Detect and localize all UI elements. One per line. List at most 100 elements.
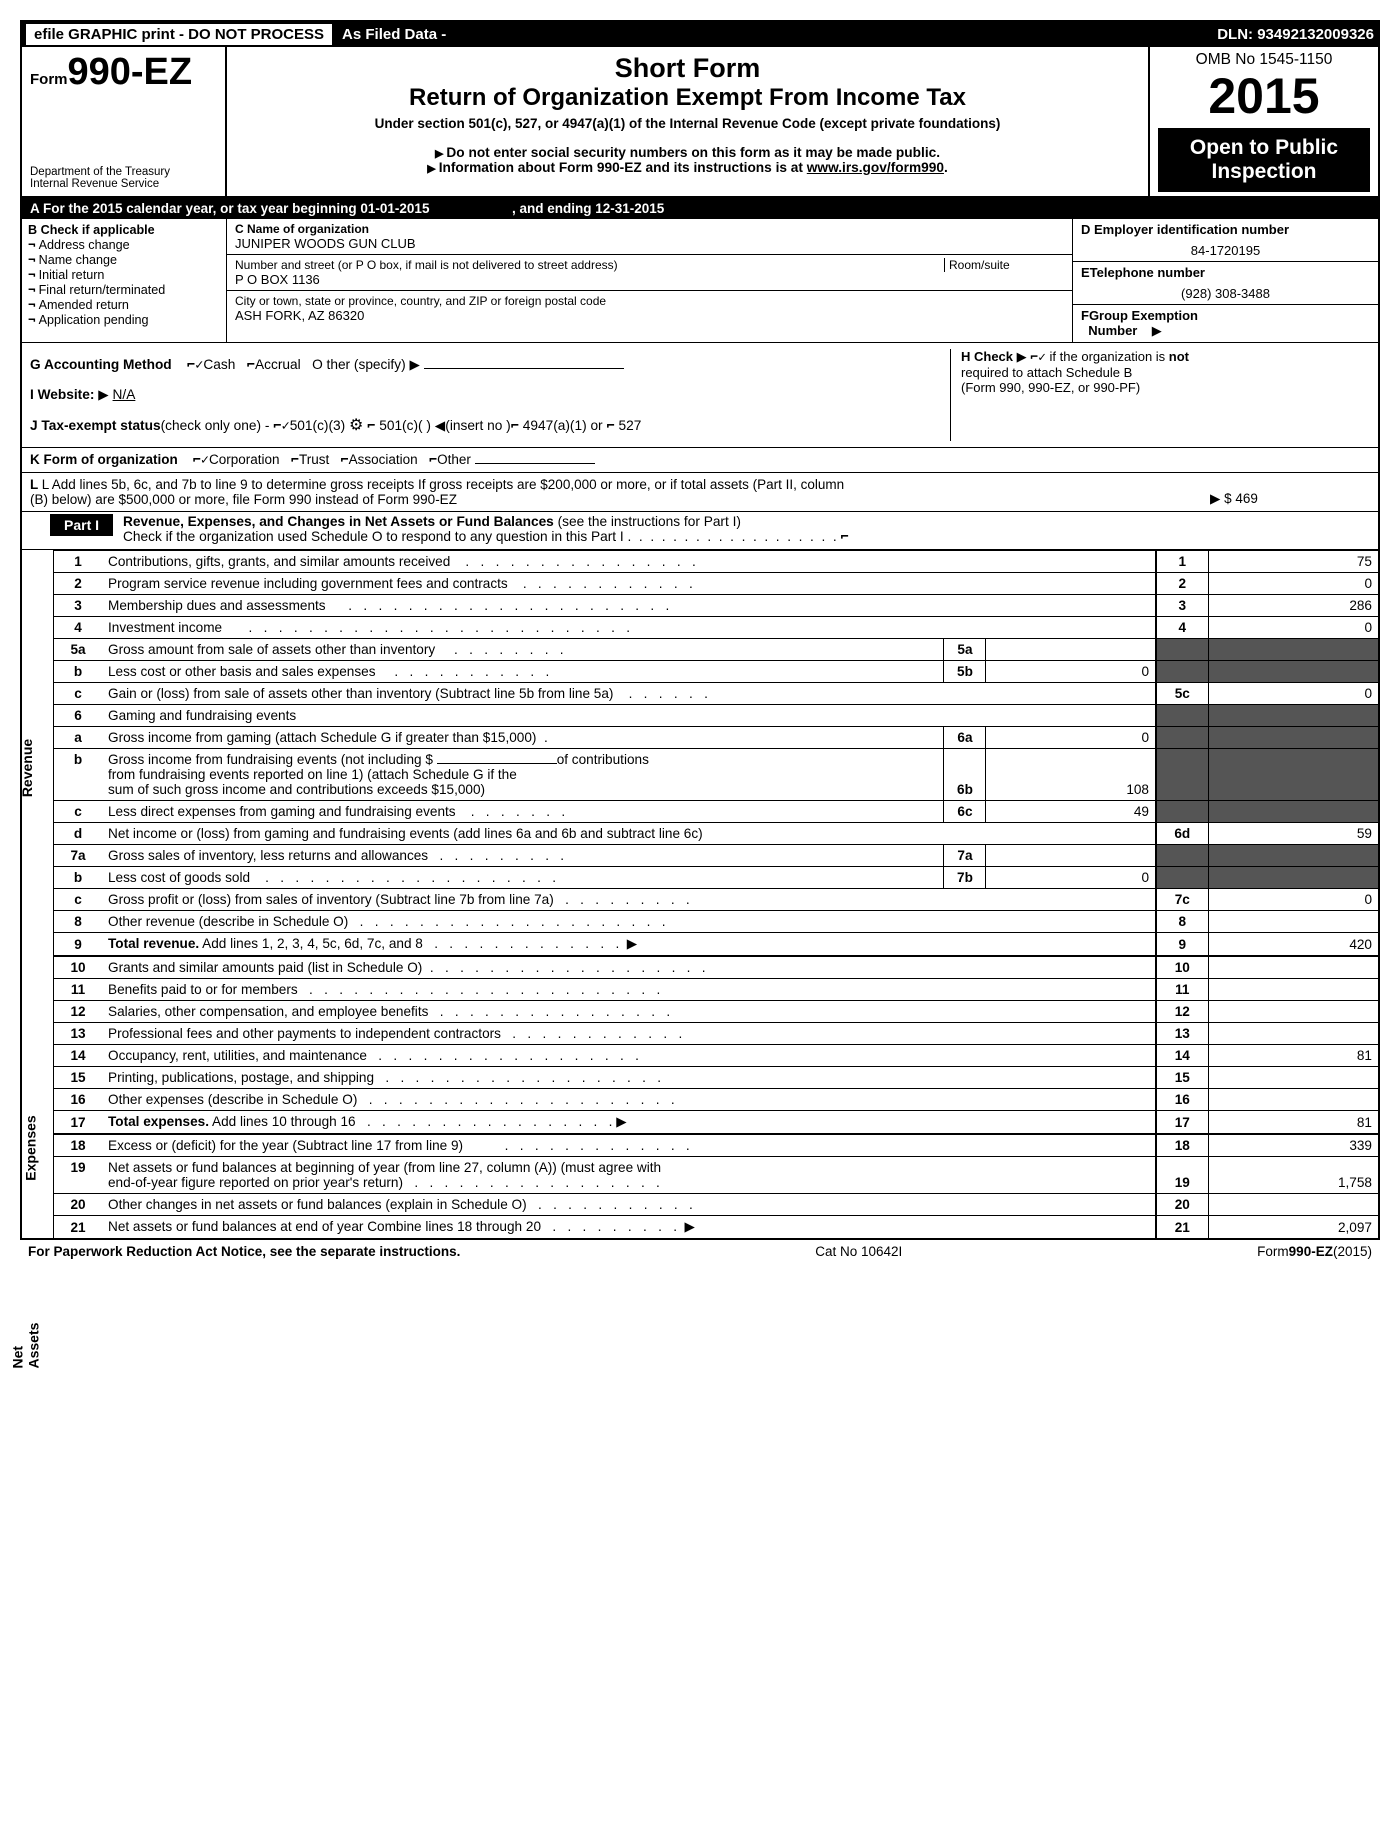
- lt: Net assets or fund balances at end of ye…: [108, 1219, 541, 1234]
- part-i-header: Part I Revenue, Expenses, and Changes in…: [22, 511, 1378, 549]
- org-name: JUNIPER WOODS GUN CLUB: [235, 236, 1064, 251]
- l-text2: (B) below) are $500,000 or more, file Fo…: [30, 492, 1210, 507]
- room-label: Room/suite: [944, 258, 1064, 272]
- val: [1208, 1194, 1378, 1216]
- chk-app-pending[interactable]: Application pending: [28, 312, 220, 327]
- ln: 11: [54, 979, 102, 1001]
- g-accrual[interactable]: Accrual: [255, 357, 301, 372]
- h-label: H Check: [961, 349, 1013, 364]
- footer-cat: Cat No 10642I: [815, 1244, 902, 1259]
- k-trust[interactable]: Trust: [299, 452, 329, 467]
- sv: 49: [986, 801, 1156, 823]
- sl: 7b: [944, 867, 986, 889]
- line-14: 14Occupancy, rent, utilities, and mainte…: [54, 1045, 1378, 1067]
- val: 75: [1208, 551, 1378, 573]
- irs-link[interactable]: www.irs.gov/form990: [807, 160, 944, 175]
- nn: 2: [1156, 573, 1208, 595]
- lt: Grants and similar amounts paid (list in…: [108, 960, 422, 975]
- ln: 21: [54, 1216, 102, 1239]
- cell-org-name: C Name of organization JUNIPER WOODS GUN…: [227, 219, 1072, 255]
- line-13: 13Professional fees and other payments t…: [54, 1023, 1378, 1045]
- title-return: Return of Organization Exempt From Incom…: [237, 84, 1138, 112]
- row-l: L L Add lines 5b, 6c, and 7b to line 9 t…: [22, 472, 1378, 511]
- sl: 6c: [944, 801, 986, 823]
- sv: 108: [986, 749, 1156, 801]
- nn: 13: [1156, 1023, 1208, 1045]
- chk-initial[interactable]: Initial return: [28, 267, 220, 282]
- col-b: B Check if applicable Address change Nam…: [22, 219, 227, 342]
- sl: 6b: [944, 749, 986, 801]
- nn: 20: [1156, 1194, 1208, 1216]
- sv: 0: [986, 727, 1156, 749]
- line-8: 8Other revenue (describe in Schedule O) …: [54, 911, 1378, 933]
- sv: 0: [986, 867, 1156, 889]
- line-18: 18Excess or (deficit) for the year (Subt…: [54, 1134, 1378, 1157]
- title-short-form: Short Form: [237, 53, 1138, 84]
- val: [1208, 911, 1378, 933]
- ln: c: [54, 801, 102, 823]
- blank-contrib[interactable]: [437, 763, 557, 764]
- warn-info: Information about Form 990-EZ and its in…: [439, 160, 803, 175]
- warning-block: Do not enter social security numbers on …: [237, 131, 1138, 175]
- lt: Contributions, gifts, grants, and simila…: [108, 554, 450, 569]
- ln: 4: [54, 617, 102, 639]
- k-assoc[interactable]: Association: [349, 452, 418, 467]
- lt2: of contributions: [557, 752, 649, 767]
- row-bcdef: B Check if applicable Address change Nam…: [22, 219, 1378, 343]
- ln: 6: [54, 705, 102, 727]
- part-i-check: Check if the organization used Schedule …: [123, 529, 624, 544]
- k-corp[interactable]: Corporation: [209, 452, 280, 467]
- g-other[interactable]: O ther (specify): [312, 357, 406, 372]
- col-g: G Accounting Method ⌐✓Cash ⌐Accrual O th…: [30, 349, 950, 441]
- k-other[interactable]: Other: [437, 452, 471, 467]
- lt2: Add lines 10 through 16: [209, 1114, 356, 1129]
- dln-label: DLN: 93492132009326: [1217, 26, 1374, 43]
- chk-name[interactable]: Name change: [28, 252, 220, 267]
- val: 0: [1208, 573, 1378, 595]
- chk-address[interactable]: Address change: [28, 237, 220, 252]
- g-other-blank[interactable]: [424, 368, 624, 369]
- tax-end: 12-31-2015: [595, 201, 664, 216]
- sv: 0: [986, 661, 1156, 683]
- lt: Other changes in net assets or fund bala…: [108, 1197, 527, 1212]
- line-2: 2Program service revenue including gover…: [54, 573, 1378, 595]
- val: 286: [1208, 595, 1378, 617]
- col-h: H Check ▶ ⌐✓ if the organization is not …: [950, 349, 1370, 441]
- g-cash[interactable]: Cash: [203, 357, 235, 372]
- form-prefix: Form: [30, 71, 68, 88]
- ln: 17: [54, 1111, 102, 1135]
- side-label-column: Revenue Expenses Net Assets: [22, 550, 54, 1238]
- footer-left: For Paperwork Reduction Act Notice, see …: [28, 1244, 460, 1259]
- k-other-blank[interactable]: [475, 463, 595, 464]
- form-number: Form990-EZ: [30, 53, 217, 91]
- ein-value: 84-1720195: [1081, 237, 1370, 258]
- omb-number: OMB No 1545-1150: [1158, 51, 1370, 69]
- department-block: Department of the Treasury Internal Reve…: [30, 140, 217, 190]
- nn: 4: [1156, 617, 1208, 639]
- header-right: OMB No 1545-1150 2015 Open to Public Ins…: [1148, 47, 1378, 196]
- ln: 5a: [54, 639, 102, 661]
- ln: c: [54, 889, 102, 911]
- lt3: from fundraising events reported on line…: [108, 767, 517, 782]
- ln: 7a: [54, 845, 102, 867]
- line-5c: cGain or (loss) from sale of assets othe…: [54, 683, 1378, 705]
- chk-amended[interactable]: Amended return: [28, 297, 220, 312]
- header-mid: Short Form Return of Organization Exempt…: [227, 47, 1148, 196]
- val: [1208, 956, 1378, 979]
- as-filed-text: As Filed Data -: [342, 26, 446, 43]
- row-gh: G Accounting Method ⌐✓Cash ⌐Accrual O th…: [22, 343, 1378, 447]
- line-5a: 5aGross amount from sale of assets other…: [54, 639, 1378, 661]
- line-16: 16Other expenses (describe in Schedule O…: [54, 1089, 1378, 1111]
- chk-final[interactable]: Final return/terminated: [28, 282, 220, 297]
- line-5b: bLess cost or other basis and sales expe…: [54, 661, 1378, 683]
- cell-city: City or town, state or province, country…: [227, 291, 1072, 338]
- h-t5: (Form 990, 990-EZ, or 990-PF): [961, 380, 1370, 395]
- nn: 3: [1156, 595, 1208, 617]
- line-21: 21 Net assets or fund balances at end of …: [54, 1216, 1378, 1239]
- col-c: C Name of organization JUNIPER WOODS GUN…: [227, 219, 1073, 342]
- sv: [986, 639, 1156, 661]
- side-revenue: Revenue: [19, 739, 35, 797]
- i-label: I Website:: [30, 387, 94, 402]
- phone-value: (928) 308-3488: [1081, 280, 1370, 301]
- val: [1208, 1067, 1378, 1089]
